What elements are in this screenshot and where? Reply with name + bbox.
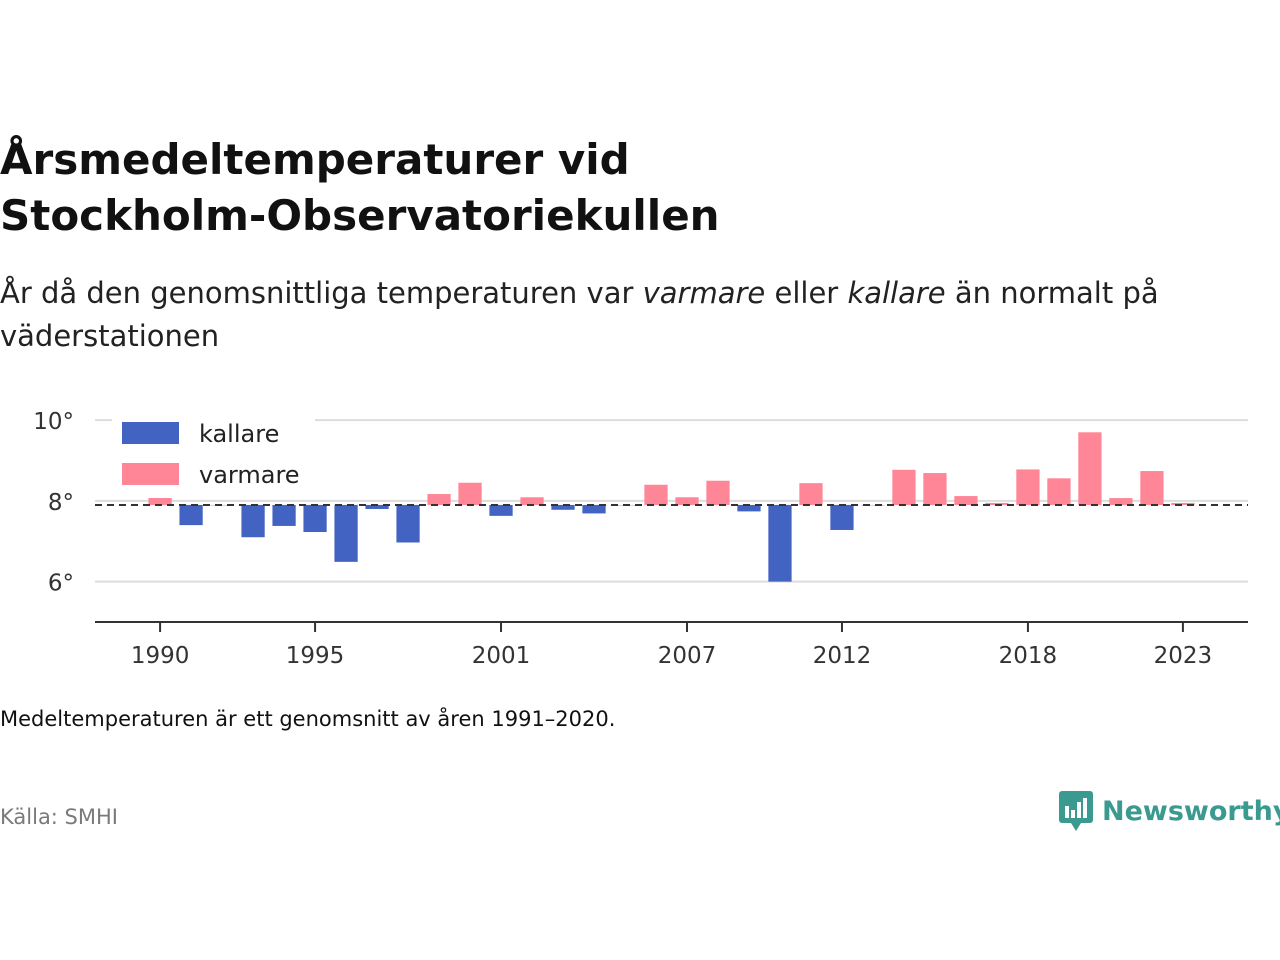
bar-1999 xyxy=(427,494,451,505)
bar-1994 xyxy=(272,504,296,526)
y-tick-label-8: 8° xyxy=(48,490,74,516)
x-tick-label-2023: 2023 xyxy=(1154,643,1213,669)
bar-1997 xyxy=(365,504,389,509)
bar-1996 xyxy=(334,504,358,562)
bar-2000 xyxy=(458,482,482,505)
bar-2007 xyxy=(675,497,699,505)
chart-title: Årsmedeltemperaturer vid Stockholm-Observ… xyxy=(0,132,1260,244)
bar-2008 xyxy=(706,480,730,505)
bar-2009 xyxy=(737,504,761,512)
bar-2011 xyxy=(799,483,823,505)
x-tick-label-2007: 2007 xyxy=(658,643,717,669)
bar-1992 xyxy=(210,504,234,506)
title-line-2: Stockholm-Observatoriekullen xyxy=(0,191,720,240)
bar-2006 xyxy=(644,484,668,505)
chart-note: Medeltemperaturen är ett genomsnitt av å… xyxy=(0,707,616,731)
logo-text: Newsworthy xyxy=(1102,795,1280,827)
bar-2004 xyxy=(582,504,606,514)
bar-1991 xyxy=(179,504,203,526)
x-tick-label-1995: 1995 xyxy=(286,643,345,669)
bar-2021 xyxy=(1109,498,1133,505)
subtitle-text-1: År då den genomsnittliga temperaturen va… xyxy=(0,276,643,310)
bar-2020 xyxy=(1078,432,1102,505)
chart-subtitle: År då den genomsnittliga temperaturen va… xyxy=(0,272,1270,358)
bar-2017 xyxy=(985,502,1009,505)
chart-bubble-icon xyxy=(1059,791,1093,831)
bar-2001 xyxy=(489,504,513,516)
x-tick-label-1990: 1990 xyxy=(131,643,190,669)
bar-2010 xyxy=(768,504,792,582)
subtitle-colder: kallare xyxy=(847,276,946,310)
title-line-1: Årsmedeltemperaturer vid xyxy=(0,135,630,184)
bar-2023 xyxy=(1171,502,1195,505)
bar-2019 xyxy=(1047,478,1071,505)
bar-2002 xyxy=(520,497,544,505)
bar-1998 xyxy=(396,504,420,543)
y-tick-label-6: 6° xyxy=(48,571,74,597)
bar-1993 xyxy=(241,504,265,538)
bar-2022 xyxy=(1140,471,1164,505)
legend-swatch-colder xyxy=(122,422,179,444)
subtitle-text-2: eller xyxy=(765,276,848,310)
bar-chart: 6° 8° 10° 1990 1995 2001 2007 2012 2018 2023 kalla… xyxy=(33,409,1248,669)
bar-1995 xyxy=(303,504,327,532)
bar-2013 xyxy=(861,504,885,506)
bar-2015 xyxy=(923,473,947,505)
x-tick-label-2001: 2001 xyxy=(472,643,531,669)
bar-2014 xyxy=(892,469,916,505)
source-label: Källa: SMHI xyxy=(0,805,118,829)
legend-label-colder: kallare xyxy=(199,420,279,448)
y-tick-label-10: 10° xyxy=(33,409,74,435)
x-tick-label-2012: 2012 xyxy=(813,643,872,669)
x-tick-label-2018: 2018 xyxy=(999,643,1058,669)
bar-2012 xyxy=(830,504,854,530)
bar-2003 xyxy=(551,504,575,510)
subtitle-text-3: än normalt på väderstationen xyxy=(0,276,1159,353)
bar-2016 xyxy=(954,496,978,505)
legend-swatch-warmer xyxy=(122,463,179,485)
subtitle-warmer: varmare xyxy=(642,276,766,310)
newsworthy-logo: Newsworthy xyxy=(1058,790,1280,832)
legend-label-warmer: varmare xyxy=(199,461,300,489)
bar-2018 xyxy=(1016,469,1040,505)
